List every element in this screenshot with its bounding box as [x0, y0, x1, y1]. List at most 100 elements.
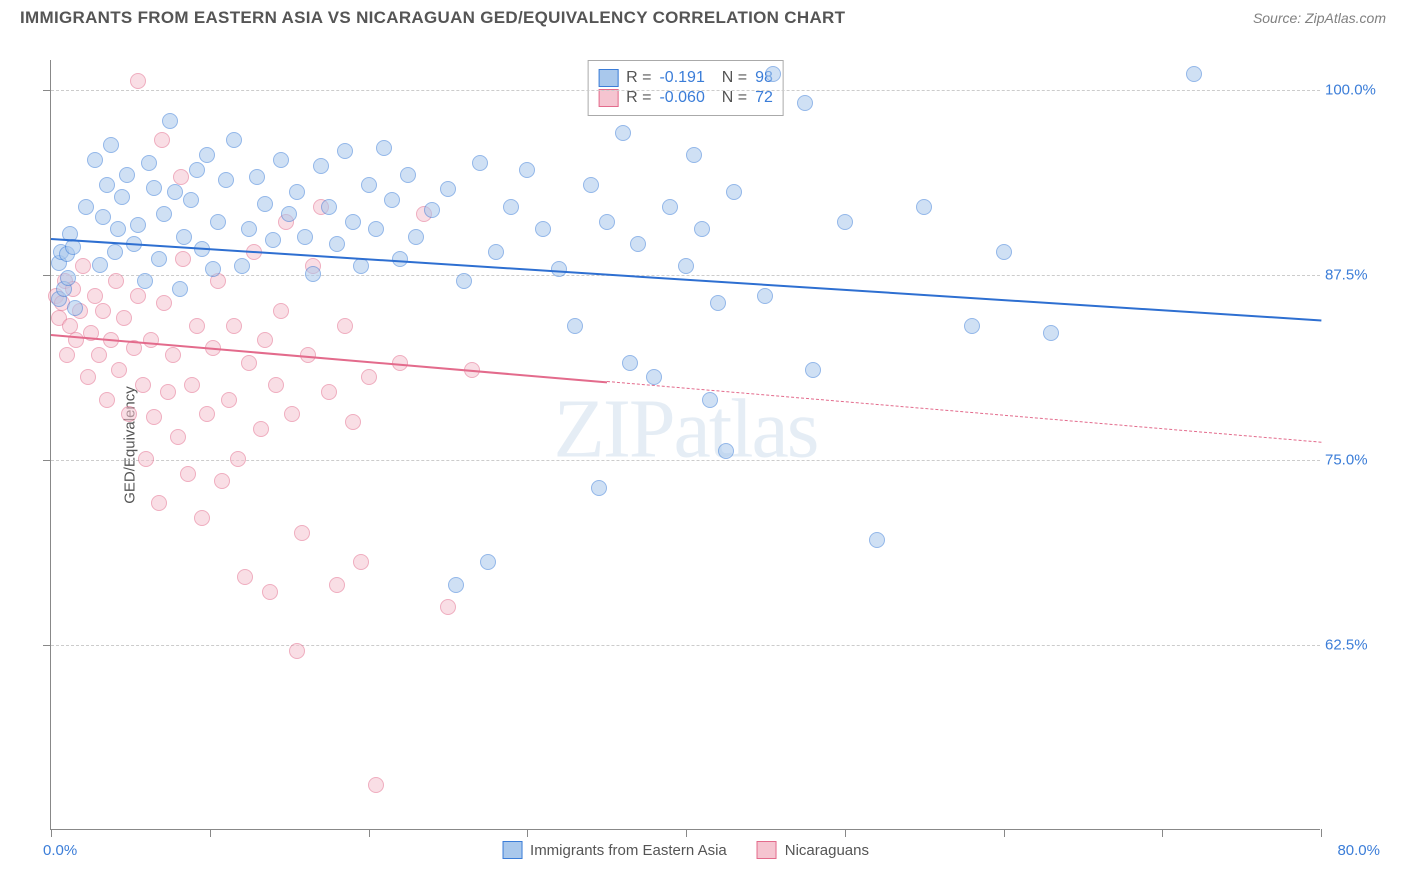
stats-row: R = -0.060 N = 72: [598, 89, 773, 107]
scatter-point: [199, 147, 215, 163]
scatter-point: [156, 295, 172, 311]
scatter-point: [273, 152, 289, 168]
scatter-point: [297, 229, 313, 245]
scatter-point: [797, 95, 813, 111]
y-tick-label: 87.5%: [1325, 266, 1380, 283]
scatter-point: [345, 414, 361, 430]
x-axis-max-label: 80.0%: [1337, 842, 1380, 859]
chart-title: IMMIGRANTS FROM EASTERN ASIA VS NICARAGU…: [20, 8, 845, 28]
scatter-point: [726, 184, 742, 200]
scatter-point: [170, 429, 186, 445]
stat-n-value: 72: [755, 89, 773, 107]
scatter-point: [189, 162, 205, 178]
scatter-point: [702, 392, 718, 408]
scatter-point: [130, 288, 146, 304]
scatter-point: [622, 355, 638, 371]
x-tick: [1162, 829, 1163, 837]
scatter-point: [368, 221, 384, 237]
scatter-point: [1043, 325, 1059, 341]
scatter-point: [253, 421, 269, 437]
scatter-point: [135, 377, 151, 393]
scatter-point: [384, 192, 400, 208]
scatter-point: [143, 332, 159, 348]
scatter-point: [218, 172, 234, 188]
scatter-point: [440, 181, 456, 197]
scatter-point: [805, 362, 821, 378]
x-axis-min-label: 0.0%: [43, 842, 77, 859]
scatter-point: [95, 209, 111, 225]
scatter-point: [630, 236, 646, 252]
scatter-point: [273, 303, 289, 319]
chart-plot-area: GED/Equivalency ZIPatlas R = -0.191 N = …: [50, 60, 1320, 830]
scatter-point: [87, 288, 103, 304]
legend-swatch: [757, 841, 777, 859]
scatter-point: [400, 167, 416, 183]
scatter-point: [646, 369, 662, 385]
scatter-point: [95, 303, 111, 319]
scatter-point: [361, 369, 377, 385]
chart-header: IMMIGRANTS FROM EASTERN ASIA VS NICARAGU…: [0, 0, 1406, 32]
x-tick: [527, 829, 528, 837]
scatter-point: [289, 184, 305, 200]
scatter-point: [189, 318, 205, 334]
scatter-point: [337, 318, 353, 334]
scatter-point: [114, 189, 130, 205]
scatter-point: [488, 244, 504, 260]
scatter-point: [535, 221, 551, 237]
scatter-point: [662, 199, 678, 215]
scatter-point: [205, 261, 221, 277]
scatter-point: [110, 221, 126, 237]
scatter-point: [353, 258, 369, 274]
scatter-point: [686, 147, 702, 163]
gridline: [51, 645, 1320, 646]
scatter-point: [167, 184, 183, 200]
scatter-point: [108, 273, 124, 289]
legend-swatch: [502, 841, 522, 859]
y-tick: [43, 460, 51, 461]
scatter-point: [472, 155, 488, 171]
scatter-point: [60, 270, 76, 286]
scatter-point: [615, 125, 631, 141]
scatter-point: [519, 162, 535, 178]
scatter-point: [289, 643, 305, 659]
scatter-point: [583, 177, 599, 193]
gridline: [51, 90, 1320, 91]
y-tick-label: 62.5%: [1325, 636, 1380, 653]
scatter-point: [199, 406, 215, 422]
scatter-point: [180, 466, 196, 482]
scatter-point: [262, 584, 278, 600]
scatter-point: [138, 451, 154, 467]
legend-label: Nicaraguans: [785, 842, 869, 859]
x-tick: [51, 829, 52, 837]
scatter-point: [361, 177, 377, 193]
stat-n-label: N =: [713, 69, 747, 87]
scatter-point: [214, 473, 230, 489]
scatter-point: [1186, 66, 1202, 82]
scatter-point: [591, 480, 607, 496]
scatter-point: [241, 355, 257, 371]
scatter-point: [241, 221, 257, 237]
scatter-point: [162, 113, 178, 129]
scatter-point: [130, 217, 146, 233]
scatter-point: [221, 392, 237, 408]
scatter-point: [424, 202, 440, 218]
scatter-point: [80, 369, 96, 385]
scatter-point: [710, 295, 726, 311]
scatter-point: [59, 347, 75, 363]
scatter-point: [107, 244, 123, 260]
y-axis-label: GED/Equivalency: [121, 386, 138, 504]
scatter-point: [329, 577, 345, 593]
y-tick-label: 100.0%: [1325, 81, 1380, 98]
scatter-point: [151, 495, 167, 511]
scatter-point: [567, 318, 583, 334]
scatter-point: [99, 392, 115, 408]
legend-item: Immigrants from Eastern Asia: [502, 841, 727, 859]
scatter-point: [99, 177, 115, 193]
scatter-point: [916, 199, 932, 215]
scatter-point: [183, 192, 199, 208]
scatter-point: [345, 214, 361, 230]
y-tick-label: 75.0%: [1325, 451, 1380, 468]
stat-n-label: N =: [713, 89, 747, 107]
stat-r-label: R =: [626, 89, 651, 107]
scatter-point: [165, 347, 181, 363]
